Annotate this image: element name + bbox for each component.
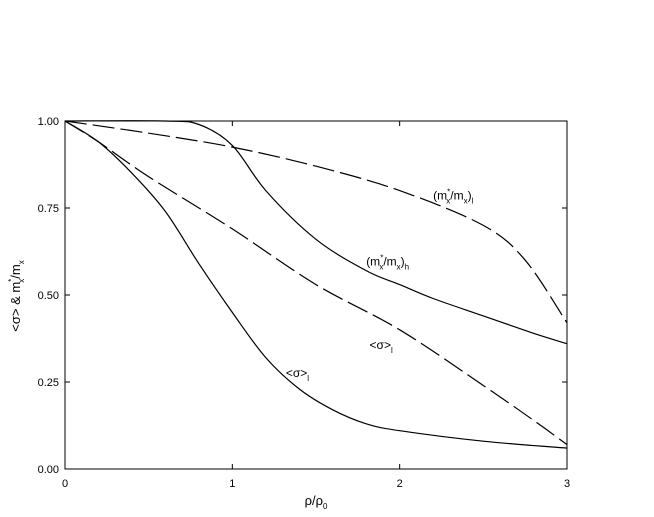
series-line-sigma_l bbox=[64, 120, 568, 446]
y-axis-title: <σ> & m*x/mx bbox=[7, 260, 26, 332]
y-tick-label: 1.00 bbox=[38, 116, 59, 128]
annotation-sigma_l: <σ>l bbox=[370, 338, 393, 355]
y-axis-title-sup: * bbox=[7, 279, 16, 282]
x-tick-label: 2 bbox=[397, 478, 403, 490]
series-line-sigma_h bbox=[64, 120, 568, 449]
ticks-layer: 0 1 2 3 0.00 0.25 0.50 0.75 1.00 bbox=[38, 116, 570, 490]
x-axis-title: ρ/ρ0 bbox=[305, 493, 328, 511]
x-axis-title-main: ρ/ρ bbox=[305, 493, 323, 508]
annotation-sigma_h: <σ>l bbox=[286, 366, 309, 383]
series-layer bbox=[64, 120, 568, 449]
x-tick-label: 0 bbox=[62, 478, 68, 490]
y-tick-label: 0.75 bbox=[38, 203, 59, 215]
annotation-mass_h: (m* x/mx)h bbox=[366, 253, 409, 271]
x-tick-label: 1 bbox=[229, 478, 235, 490]
annotation-mass_l: (m* x/mx)l bbox=[433, 187, 473, 205]
annotations-layer: (m* x/mx)l (m* x/mx)h <σ>l <σ>l bbox=[286, 187, 474, 382]
series-line-mass_l bbox=[64, 120, 568, 324]
y-axis-title-main: <σ> & m bbox=[8, 282, 23, 332]
y-tick-label: 0.50 bbox=[38, 290, 59, 302]
x-tick-label: 3 bbox=[564, 478, 570, 490]
y-axis-title-sub: x bbox=[17, 279, 26, 283]
plot-frame bbox=[64, 120, 568, 470]
y-tick-label: 0.25 bbox=[38, 377, 59, 389]
y-axis-title-tail-sub: x bbox=[17, 260, 26, 264]
x-axis-title-sub: 0 bbox=[323, 502, 328, 511]
y-axis-title-tail: /m bbox=[8, 264, 23, 278]
y-tick-label: 0.00 bbox=[38, 464, 59, 476]
series-line-mass_h bbox=[64, 120, 568, 345]
